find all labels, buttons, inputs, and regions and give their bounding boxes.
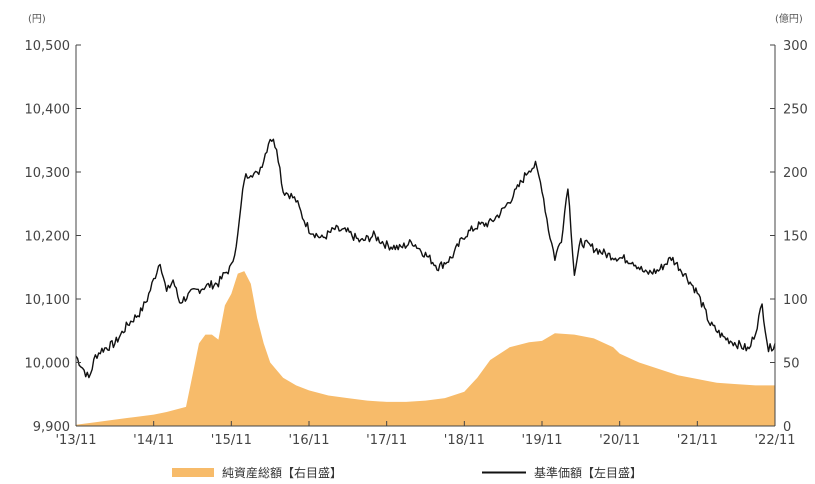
right-axis-ticks: 0 50 100 150 200 250 300 (770, 39, 808, 435)
x-tick-label: '18/11 (444, 433, 485, 448)
x-tick-label: '16/11 (288, 433, 329, 448)
left-tick-label: 10,300 (25, 166, 71, 181)
right-tick-label: 50 (783, 357, 800, 372)
left-axis-ticks: 9,900 10,000 10,100 10,200 10,300 10,400 10,50… (25, 39, 81, 435)
net-assets-area-layer (76, 271, 775, 426)
right-tick-label: 250 (783, 103, 808, 118)
right-tick-label: 300 (783, 39, 808, 54)
left-tick-label: 10,200 (25, 230, 71, 245)
x-tick-label: '22/11 (754, 433, 795, 448)
legend-swatch-net-assets (172, 468, 214, 477)
x-tick-label: '17/11 (366, 433, 407, 448)
right-tick-label: 100 (783, 293, 808, 308)
right-axis-unit-label: (億円) (775, 12, 803, 25)
left-tick-label: 9,900 (33, 420, 70, 435)
left-axis-unit-label: (円) (28, 14, 46, 25)
x-tick-label: '14/11 (133, 433, 174, 448)
nav-line (75, 138, 776, 379)
legend-label-nav: 基準価額【左目盛】 (534, 465, 642, 480)
x-tick-label: '15/11 (211, 433, 252, 448)
x-tick-label: '20/11 (599, 433, 640, 448)
left-tick-label: 10,500 (25, 39, 71, 54)
x-axis-ticks: '13/11 '14/11 '15/11 '16/11 '17/11 '18/11 '19/… (55, 421, 796, 448)
legend: 純資産総額【右目盛】 基準価額【左目盛】 (172, 465, 642, 480)
right-tick-label: 150 (783, 230, 808, 245)
x-tick-label: '13/11 (55, 433, 96, 448)
right-tick-label: 200 (783, 166, 808, 181)
x-tick-label: '21/11 (677, 433, 718, 448)
legend-label-net-assets: 純資産総額【右目盛】 (222, 465, 342, 480)
left-tick-label: 10,100 (25, 293, 71, 308)
left-tick-label: 10,000 (25, 357, 71, 372)
nav-line-layer (75, 138, 776, 379)
right-tick-label: 0 (783, 420, 791, 435)
net-assets-area (76, 271, 775, 426)
left-tick-label: 10,400 (25, 103, 71, 118)
x-tick-label: '19/11 (521, 433, 562, 448)
